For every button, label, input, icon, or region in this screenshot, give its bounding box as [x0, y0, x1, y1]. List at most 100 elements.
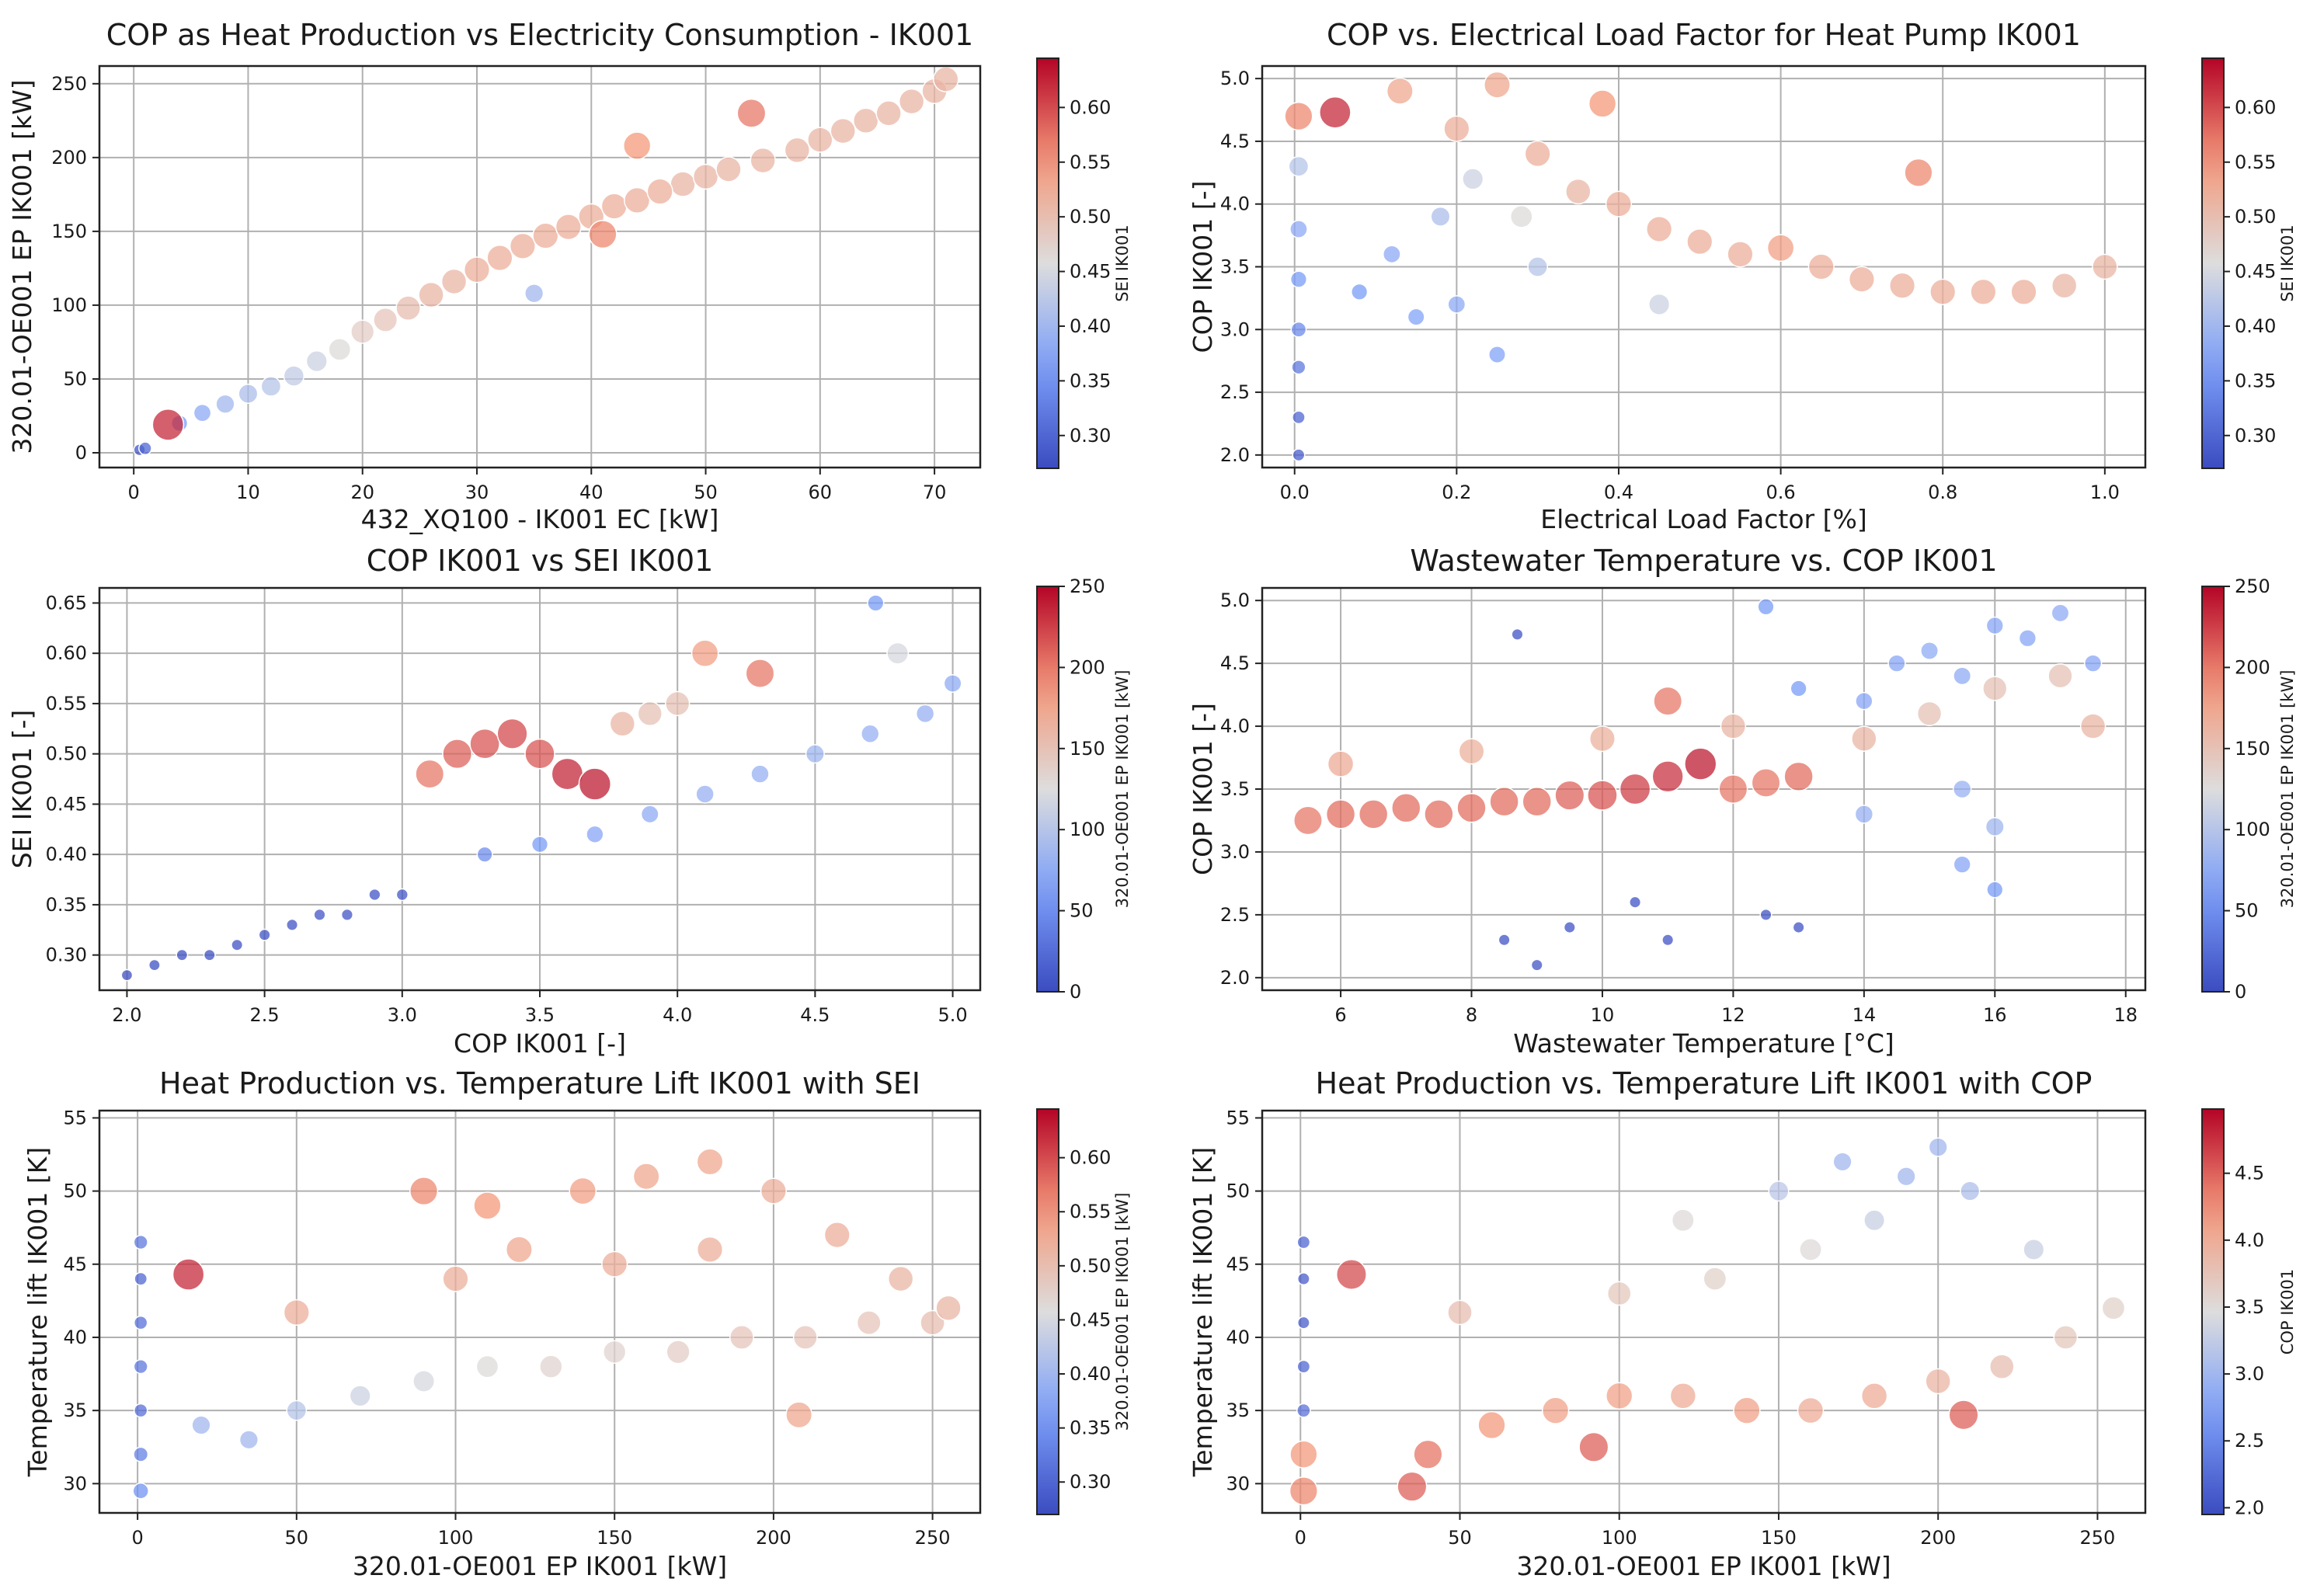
colorbar-label: COP IK001	[2278, 1269, 2297, 1355]
data-point	[286, 1400, 308, 1421]
x-tick-label: 2.5	[250, 1004, 280, 1026]
y-tick-label: 3.0	[1220, 318, 1250, 340]
data-point	[1290, 321, 1307, 338]
colorbar-tick-label: 0.35	[1070, 370, 1111, 391]
data-point	[1718, 774, 1748, 804]
data-point	[1296, 1272, 1310, 1286]
x-tick-label: 0.8	[1928, 482, 1957, 503]
y-tick-label: 200	[51, 147, 87, 169]
data-point	[1848, 266, 1875, 293]
data-point	[1489, 786, 1519, 817]
data-point	[861, 724, 880, 744]
data-point	[1447, 1299, 1473, 1326]
data-point	[935, 1295, 962, 1322]
y-tick-label: 0.45	[46, 793, 87, 815]
data-point	[238, 1430, 259, 1450]
x-axis-label: COP IK001 [-]	[454, 1028, 626, 1059]
data-point	[1351, 283, 1369, 301]
plot-frame	[98, 586, 982, 992]
chart-panel-6: 0 50 100 150 200 250 30 35 40 45 50 55 Heat Producti…	[1188, 1066, 2297, 1581]
y-tick-label: 50	[1226, 1180, 1250, 1202]
colorbar-tick-label: 0.55	[2235, 151, 2276, 173]
x-tick-label: 0	[131, 1527, 143, 1549]
y-axis-label: Temperature lift IK001 [K]	[23, 1147, 53, 1478]
data-point	[1524, 141, 1551, 168]
x-tick-label: 2.0	[112, 1004, 141, 1026]
data-point	[569, 1177, 597, 1205]
colorbar-tick-label: 4.5	[2235, 1163, 2264, 1184]
data-point	[646, 178, 673, 205]
data-point	[1669, 1382, 1697, 1410]
x-tick-label: 0.4	[1604, 482, 1633, 503]
colorbar-tick-label: 0.40	[1070, 315, 1111, 337]
data-point	[120, 968, 134, 982]
data-point	[1587, 780, 1618, 811]
colorbar-tick-label: 250	[1070, 575, 1105, 597]
data-point	[2018, 629, 2037, 648]
data-point	[750, 764, 770, 784]
data-point	[1391, 793, 1421, 823]
y-tick-label: 45	[1226, 1254, 1250, 1275]
data-point	[442, 1265, 469, 1292]
data-point	[1832, 1152, 1853, 1172]
data-point	[1988, 1354, 2015, 1379]
data-point	[1327, 750, 1355, 777]
x-tick-label: 50	[694, 482, 718, 503]
data-point	[475, 1354, 499, 1379]
data-point	[1759, 908, 1773, 921]
data-point	[1970, 278, 1997, 305]
colorbar-gradient	[1036, 1108, 1059, 1515]
data-point	[132, 1483, 149, 1500]
data-point	[1458, 738, 1485, 765]
data-point	[1929, 278, 1957, 305]
colorbar-gradient	[2201, 57, 2225, 469]
y-tick-label: 30	[63, 1473, 87, 1494]
data-point	[1783, 761, 1814, 792]
data-point	[715, 156, 742, 183]
data-point	[1563, 921, 1576, 934]
colorbar-tick-label: 0.40	[1070, 1363, 1111, 1385]
colorbar-tick-label: 0	[2235, 981, 2246, 1003]
data-point	[539, 1354, 563, 1379]
y-axis-label: COP IK001 [-]	[1188, 181, 1218, 353]
y-tick-label: 2.0	[1220, 444, 1250, 466]
x-tick-label: 4.5	[800, 1004, 830, 1026]
x-tick-label: 150	[1761, 1527, 1797, 1549]
data-point	[1291, 360, 1306, 375]
data-point	[176, 948, 189, 961]
data-point	[602, 1340, 627, 1365]
data-point	[745, 659, 775, 689]
data-point	[133, 1315, 148, 1330]
y-tick-label: 0.40	[46, 843, 87, 865]
data-point	[1887, 654, 1906, 673]
colorbar-tick-label: 200	[2235, 656, 2270, 678]
y-axis-label: 320.01-OE001 EP IK001 [kW]	[7, 79, 37, 454]
data-point	[1397, 1471, 1428, 1502]
colorbar-tick-label: 4.0	[2235, 1229, 2264, 1251]
data-point	[524, 283, 544, 304]
data-point	[1661, 934, 1675, 947]
plot-frame	[98, 1109, 982, 1514]
data-point	[531, 836, 549, 854]
data-point	[469, 728, 500, 760]
data-point	[395, 295, 421, 322]
data-point	[1289, 1476, 1318, 1506]
data-point	[133, 1403, 148, 1418]
y-tick-label: 40	[63, 1327, 87, 1348]
data-point	[1807, 253, 1835, 280]
chart-title: Heat Production vs. Temperature Lift IK0…	[1316, 1066, 2093, 1101]
colorbar: 0.30 0.35 0.40 0.45 0.50 0.55 0.60 SEI IK001	[2201, 57, 2297, 469]
data-point	[1985, 616, 2004, 635]
data-point	[2079, 713, 2107, 739]
data-point	[640, 805, 659, 824]
data-point	[395, 888, 409, 902]
data-point	[1733, 1396, 1761, 1424]
data-point	[736, 98, 767, 128]
y-tick-label: 0.30	[46, 944, 87, 966]
data-point	[1768, 1180, 1790, 1202]
plot-area	[1262, 1111, 2145, 1513]
data-point	[1484, 71, 1511, 99]
y-tick-label: 0.60	[46, 642, 87, 664]
data-point	[133, 1359, 148, 1375]
data-point	[1386, 77, 1414, 105]
